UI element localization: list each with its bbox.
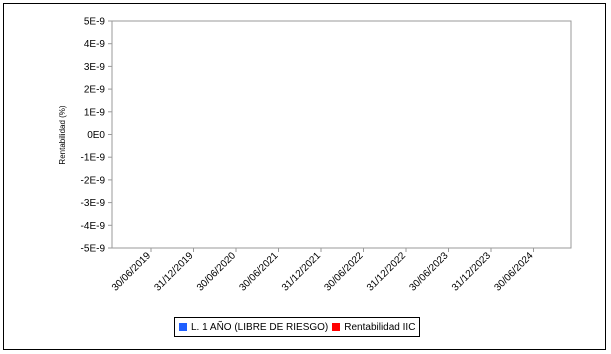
chart-frame xyxy=(3,3,606,350)
x-tick-label: 31/12/2021 xyxy=(280,250,323,293)
legend-label: L. 1 AÑO (LIBRE DE RIESGO) xyxy=(191,321,329,333)
axes xyxy=(111,20,572,249)
y-tick-label: 0E0 xyxy=(87,130,105,141)
legend: L. 1 AÑO (LIBRE DE RIESGO) Rentabilidad I… xyxy=(174,317,421,337)
x-tick-label: 30/06/2022 xyxy=(322,250,365,293)
y-tick-label: -4E-9 xyxy=(81,221,106,232)
y-ticks: 5E-9 4E-9 3E-9 2E-9 1E-9 0E0 -1E-9 -2E-9 -3E-9 -4… xyxy=(81,17,112,255)
x-tick-label: 31/12/2022 xyxy=(365,250,408,293)
x-ticks: 30/06/2019 31/12/2019 30/06/2020 30/06/2021… xyxy=(110,248,536,294)
y-tick-label: 1E-9 xyxy=(84,107,106,118)
x-tick-label: 31/12/2023 xyxy=(450,250,493,293)
legend-label: Rentabilidad IIC xyxy=(344,321,416,333)
y-tick-label: -5E-9 xyxy=(81,244,106,255)
x-tick-label: 30/06/2019 xyxy=(110,250,153,293)
y-tick-label: -1E-9 xyxy=(81,153,106,164)
legend-swatch xyxy=(332,323,341,331)
legend-item: Rentabilidad IIC xyxy=(332,322,415,333)
y-tick-label: 4E-9 xyxy=(84,39,106,50)
y-axis-label: Rentabilidad (%) xyxy=(58,105,67,164)
x-tick-label: 30/06/2020 xyxy=(195,250,238,293)
legend-item: L. 1 AÑO (LIBRE DE RIESGO) xyxy=(179,322,328,333)
x-tick-label: 30/06/2021 xyxy=(237,250,280,293)
y-tick-label: -2E-9 xyxy=(81,175,106,186)
plot-area xyxy=(111,20,572,249)
y-tick-label: -3E-9 xyxy=(81,198,106,209)
y-tick-label: 2E-9 xyxy=(84,85,106,96)
y-tick-label: 3E-9 xyxy=(84,62,106,73)
legend-swatch xyxy=(179,323,187,331)
x-tick-label: 30/06/2023 xyxy=(407,250,450,293)
y-tick-label: 5E-9 xyxy=(84,17,106,28)
x-tick-label: 30/06/2024 xyxy=(492,250,535,293)
x-tick-label: 31/12/2019 xyxy=(152,250,195,293)
